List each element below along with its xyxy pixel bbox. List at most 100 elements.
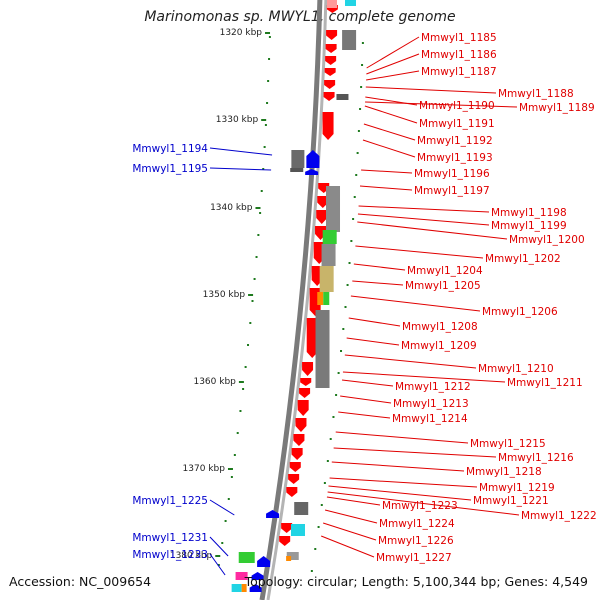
right-leader-line xyxy=(362,139,416,158)
gene-arrow-reverse[interactable] xyxy=(266,510,280,518)
gene-arrow-forward[interactable] xyxy=(317,196,329,208)
gene-arrow-reverse[interactable] xyxy=(249,584,262,592)
gene-arrow-reverse[interactable] xyxy=(251,572,264,580)
left-gene-label[interactable]: Mmwyl1_1233 xyxy=(132,549,208,561)
left-gene-label[interactable]: Mmwyl1_1225 xyxy=(132,495,208,507)
gene-arrow-reverse[interactable] xyxy=(257,556,271,567)
right-gene-label[interactable]: Mmwyl1_1185 xyxy=(421,32,497,44)
gene-block-pink[interactable] xyxy=(327,0,337,8)
right-leader-line xyxy=(355,245,484,259)
gene-block-green[interactable] xyxy=(238,552,255,563)
right-gene-label[interactable]: Mmwyl1_1221 xyxy=(473,495,549,507)
left-gene-label[interactable]: Mmwyl1_1194 xyxy=(132,143,208,155)
right-gene-label[interactable]: Mmwyl1_1211 xyxy=(507,377,583,389)
gene-arrow-forward[interactable] xyxy=(286,487,298,497)
gene-arrow-forward[interactable] xyxy=(279,536,291,546)
gene-arrow-forward[interactable] xyxy=(302,362,314,376)
gene-block-grey[interactable] xyxy=(286,552,299,560)
gene-arrow-forward[interactable] xyxy=(324,80,336,89)
gene-arrow-forward[interactable] xyxy=(300,378,312,386)
gene-arrow-forward[interactable] xyxy=(291,448,303,460)
right-gene-label[interactable]: Mmwyl1_1188 xyxy=(498,88,574,100)
gene-block-magenta[interactable] xyxy=(235,572,248,580)
gene-arrow-forward[interactable] xyxy=(281,523,293,533)
gene-block-grey[interactable] xyxy=(294,502,309,515)
ruler-dot-right xyxy=(326,460,329,462)
right-gene-label[interactable]: Mmwyl1_1192 xyxy=(417,135,493,147)
right-gene-label[interactable]: Mmwyl1_1208 xyxy=(402,321,478,333)
gene-arrow-forward[interactable] xyxy=(324,68,336,76)
right-gene-label[interactable]: Mmwyl1_1206 xyxy=(482,306,558,318)
right-gene-label[interactable]: Mmwyl1_1186 xyxy=(421,49,497,61)
gene-block-cyan[interactable] xyxy=(345,0,356,6)
gene-block-green[interactable] xyxy=(322,230,337,244)
right-gene-label[interactable]: Mmwyl1_1187 xyxy=(421,66,497,78)
gene-arrow-reverse[interactable] xyxy=(305,169,319,175)
gene-arrow-forward[interactable] xyxy=(289,462,301,472)
right-gene-label[interactable]: Mmwyl1_1202 xyxy=(485,253,561,265)
gene-block-grey[interactable] xyxy=(291,150,305,168)
right-gene-label[interactable]: Mmwyl1_1204 xyxy=(407,265,483,277)
right-leader-line xyxy=(361,169,413,174)
right-gene-label[interactable]: Mmwyl1_1200 xyxy=(509,234,585,246)
right-gene-label[interactable]: Mmwyl1_1216 xyxy=(498,452,574,464)
gene-arrow-forward[interactable] xyxy=(288,474,300,484)
gene-arrow-forward[interactable] xyxy=(326,30,338,40)
right-leader-line xyxy=(344,354,477,369)
right-gene-label[interactable]: Mmwyl1_1209 xyxy=(401,340,477,352)
gene-block-grey[interactable] xyxy=(336,94,349,100)
ruler-dot-right xyxy=(317,526,320,528)
gene-block-grey[interactable] xyxy=(321,244,336,266)
right-gene-label[interactable]: Mmwyl1_1210 xyxy=(478,363,554,375)
left-gene-label[interactable]: Mmwyl1_1231 xyxy=(132,532,208,544)
right-gene-label[interactable]: Mmwyl1_1213 xyxy=(393,398,469,410)
gene-track xyxy=(231,0,357,592)
gene-block-green[interactable] xyxy=(323,292,330,305)
right-gene-label[interactable]: Mmwyl1_1227 xyxy=(376,552,452,564)
gene-arrow-forward[interactable] xyxy=(306,318,318,358)
gene-arrow-forward[interactable] xyxy=(293,434,305,446)
right-leader-line xyxy=(365,101,518,108)
gene-block-grey[interactable] xyxy=(290,168,304,172)
right-gene-label[interactable]: Mmwyl1_1214 xyxy=(392,413,468,425)
gene-arrow-forward[interactable] xyxy=(325,44,337,53)
gene-arrow-forward[interactable] xyxy=(297,400,309,416)
right-gene-label[interactable]: Mmwyl1_1189 xyxy=(519,102,595,114)
right-gene-label[interactable]: Mmwyl1_1197 xyxy=(414,185,490,197)
left-gene-label[interactable]: Mmwyl1_1195 xyxy=(132,163,208,175)
right-leader-line xyxy=(338,411,391,419)
gene-block-orange[interactable] xyxy=(286,556,292,561)
right-gene-label[interactable]: Mmwyl1_1199 xyxy=(491,220,567,232)
right-gene-label[interactable]: Mmwyl1_1224 xyxy=(379,518,455,530)
gene-block-grey[interactable] xyxy=(326,186,341,232)
right-gene-label[interactable]: Mmwyl1_1218 xyxy=(466,466,542,478)
gene-block-cyan[interactable] xyxy=(290,524,305,536)
right-gene-label[interactable]: Mmwyl1_1193 xyxy=(417,152,493,164)
right-gene-label[interactable]: Mmwyl1_1190 xyxy=(419,100,495,112)
ruler-dot-left xyxy=(263,146,266,148)
gene-arrow-forward[interactable] xyxy=(316,210,328,224)
gene-arrow-forward[interactable] xyxy=(322,112,334,140)
right-gene-label[interactable]: Mmwyl1_1212 xyxy=(395,381,471,393)
gene-arrow-forward[interactable] xyxy=(325,56,337,65)
right-gene-label[interactable]: Mmwyl1_1198 xyxy=(491,207,567,219)
right-gene-label[interactable]: Mmwyl1_1219 xyxy=(479,482,555,494)
right-leader-line xyxy=(357,221,508,240)
gene-block-grey[interactable] xyxy=(342,30,357,50)
gene-arrow-forward[interactable] xyxy=(295,418,307,432)
right-gene-label[interactable]: Mmwyl1_1205 xyxy=(405,280,481,292)
gene-block-khaki[interactable] xyxy=(319,266,334,292)
gene-block-cyan[interactable] xyxy=(231,584,242,592)
right-gene-label[interactable]: Mmwyl1_1191 xyxy=(419,118,495,130)
gene-block-orange[interactable] xyxy=(317,292,324,305)
right-gene-label[interactable]: Mmwyl1_1215 xyxy=(470,438,546,450)
right-gene-label[interactable]: Mmwyl1_1196 xyxy=(414,168,490,180)
gene-arrow-forward[interactable] xyxy=(299,388,311,398)
right-gene-label[interactable]: Mmwyl1_1226 xyxy=(378,535,454,547)
right-gene-label[interactable]: Mmwyl1_1222 xyxy=(521,510,597,522)
gene-block-orange[interactable] xyxy=(241,584,247,592)
gene-arrow-reverse[interactable] xyxy=(306,150,320,168)
gene-arrow-forward[interactable] xyxy=(323,92,335,101)
gene-block-grey[interactable] xyxy=(315,310,330,388)
right-gene-label[interactable]: Mmwyl1_1223 xyxy=(382,500,458,512)
